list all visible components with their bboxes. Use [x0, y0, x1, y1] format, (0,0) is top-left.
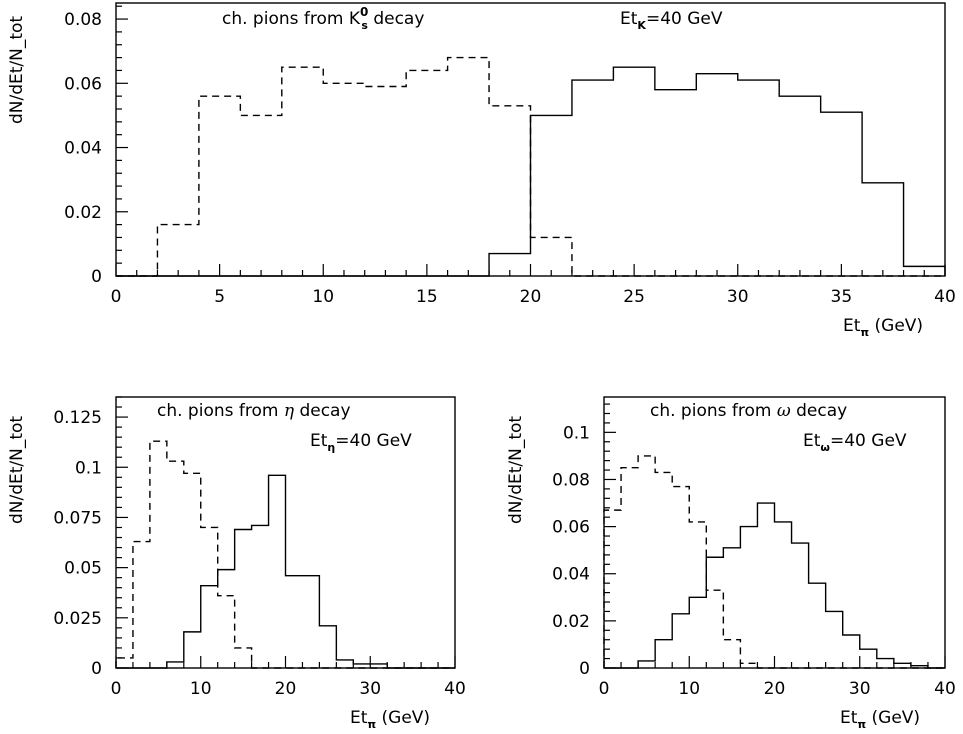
decay-annotation: ch. pions from ω decay — [650, 401, 847, 421]
y-axis-label: dN/dEt/N_tot — [506, 416, 526, 524]
histogram-dashed — [603, 455, 945, 669]
y-axis-label: dN/dEt/N_tot — [7, 16, 27, 124]
y-tick-label: 0.05 — [64, 559, 102, 579]
y-tick-label: 0 — [91, 659, 102, 679]
x-tick-label: 30 — [727, 287, 749, 307]
y-tick-label: 0 — [91, 267, 102, 287]
chart-panel-2: 0 10 20 30 40 0 0.025 0.05 0.075 0.1 0.125 ch. pion… — [7, 396, 466, 731]
histogram-solid — [604, 502, 945, 669]
energy-annotation: EtK=40 GeV — [620, 9, 723, 32]
x-tick-label: 0 — [599, 679, 610, 699]
energy-annotation: Etη=40 GeV — [310, 431, 412, 454]
x-tick-label: 20 — [275, 679, 297, 699]
x-tick-label: 10 — [678, 679, 700, 699]
x-tick-label: 20 — [520, 287, 542, 307]
y-tick-label: 0 — [579, 659, 590, 679]
decay-annotation: ch. pions from η decay — [157, 401, 351, 421]
x-tick-label: 30 — [359, 679, 381, 699]
x-tick-label: 10 — [312, 287, 334, 307]
x-tick-label: 15 — [416, 287, 438, 307]
y-tick-label: 0.08 — [552, 470, 590, 490]
y-tick-label: 0.125 — [53, 408, 102, 428]
x-tick-label: 10 — [190, 679, 212, 699]
y-tick-label: 0.025 — [53, 609, 102, 629]
histogram-solid — [116, 474, 455, 669]
x-tick-label: 0 — [111, 679, 122, 699]
y-tick-label: 0.1 — [563, 423, 590, 443]
energy-annotation: Etω=40 GeV — [803, 431, 907, 454]
x-tick-label: 25 — [623, 287, 645, 307]
y-tick-label: 0.02 — [552, 612, 590, 632]
x-tick-label: 40 — [934, 287, 956, 307]
histogram-dashed — [116, 56, 945, 277]
x-tick-label: 40 — [934, 679, 956, 699]
y-tick-label: 0.06 — [64, 74, 102, 94]
x-tick-label: 30 — [849, 679, 871, 699]
y-tick-label: 0.06 — [552, 518, 590, 538]
x-tick-label: 40 — [444, 679, 466, 699]
x-tick-label: 0 — [111, 287, 122, 307]
y-tick-label: 0.1 — [75, 458, 102, 478]
x-axis-label: Etπ (GeV) — [840, 708, 920, 731]
x-axis-label: Etπ (GeV) — [350, 708, 430, 731]
histogram-solid — [116, 66, 946, 277]
x-axis-label: Etπ (GeV) — [843, 316, 923, 339]
decay-annotation: ch. pions from K0 s decay — [222, 5, 424, 32]
x-tick-label: 35 — [831, 287, 853, 307]
chart-panel-3: 0 10 20 30 40 0 0.02 0.04 0.06 0.08 0.1 ch. pions f… — [506, 396, 956, 731]
y-axis-label: dN/dEt/N_tot — [7, 416, 27, 524]
chart-panel-1: 0 5 10 15 20 25 30 35 40 0 0.02 0.04 0.06 0.08 ch. pio… — [7, 2, 956, 339]
y-tick-label: 0.04 — [552, 565, 590, 585]
y-tick-label: 0.075 — [53, 508, 102, 528]
y-tick-label: 0.08 — [64, 10, 102, 30]
x-tick-label: 5 — [214, 287, 225, 307]
x-tick-label: 20 — [764, 679, 786, 699]
y-tick-label: 0.02 — [64, 203, 102, 223]
y-tick-label: 0.04 — [64, 139, 102, 159]
histogram-dashed — [115, 440, 455, 669]
